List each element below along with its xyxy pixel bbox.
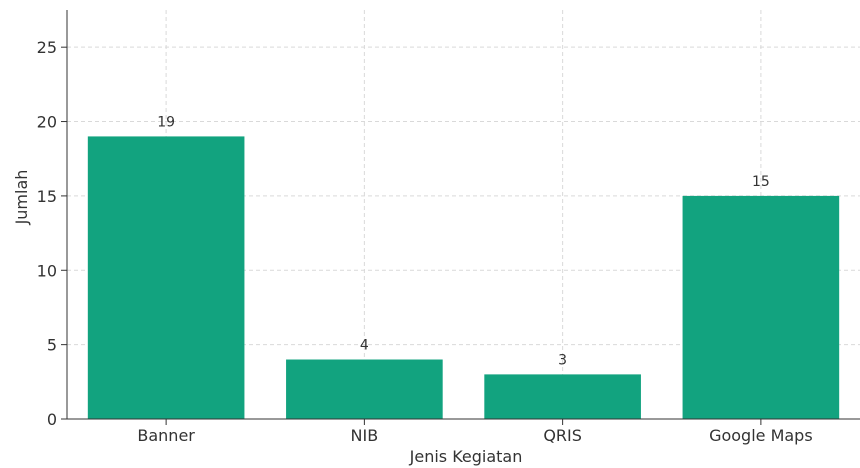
x-tick-label: Banner bbox=[137, 426, 195, 445]
y-tick-label: 25 bbox=[37, 38, 57, 57]
x-tick-label: Google Maps bbox=[709, 426, 813, 445]
labels-layer: Banner 19 NIB 4 QRIS 3 Google Maps 15 bbox=[137, 114, 812, 445]
axes-layer bbox=[66, 10, 860, 420]
y-tick-label: 15 bbox=[37, 187, 57, 206]
bar bbox=[87, 136, 245, 419]
ticks-layer: 0 5 10 15 20 25 bbox=[37, 38, 762, 429]
y-tick-label: 10 bbox=[37, 261, 57, 280]
bar-value-label: 3 bbox=[558, 352, 567, 368]
bar bbox=[484, 374, 641, 419]
y-tick-label: 5 bbox=[47, 336, 57, 355]
bar-value-label: 19 bbox=[157, 114, 175, 130]
bars-layer bbox=[87, 136, 840, 419]
x-axis-title: Jenis Kegiatan bbox=[409, 447, 523, 466]
bar bbox=[286, 359, 443, 419]
bar-value-label: 4 bbox=[360, 338, 369, 354]
x-tick-label: QRIS bbox=[543, 426, 582, 445]
y-axis-title: Jumlah bbox=[12, 170, 31, 226]
y-tick-label: 0 bbox=[47, 410, 57, 429]
x-tick-label: NIB bbox=[351, 426, 379, 445]
bar-value-label: 15 bbox=[752, 174, 770, 190]
y-tick-label: 20 bbox=[37, 113, 57, 132]
bar bbox=[682, 195, 840, 419]
